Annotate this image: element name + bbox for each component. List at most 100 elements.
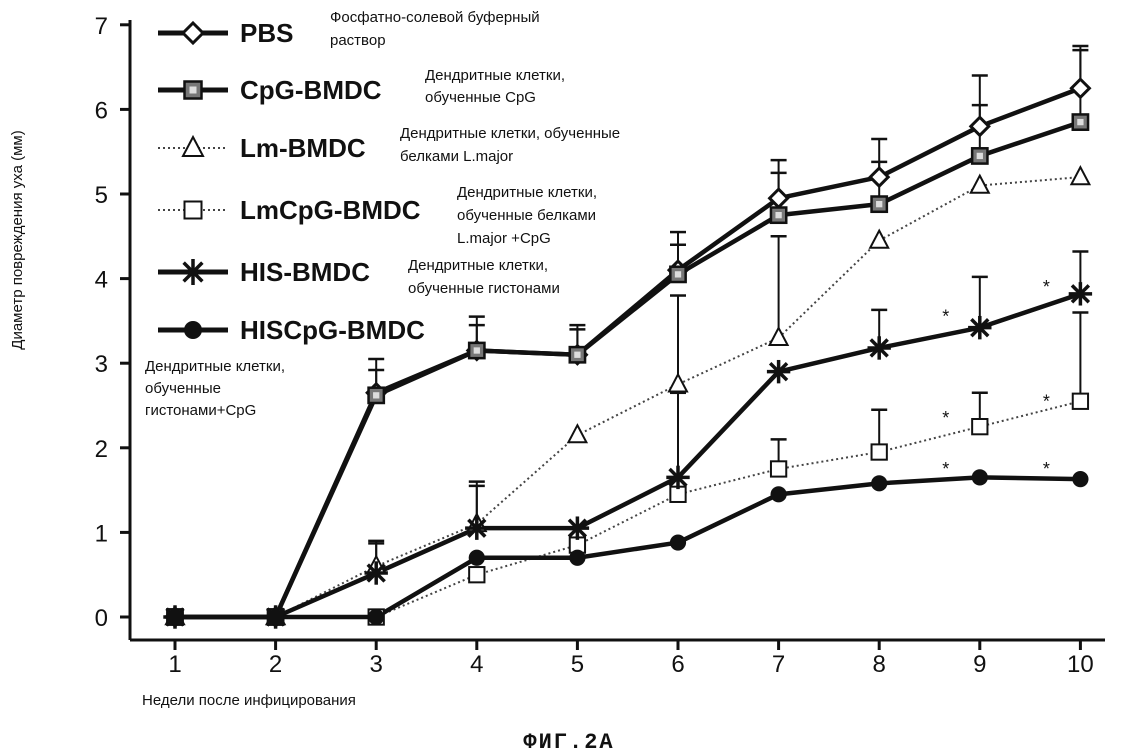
y-tick-label: 0 (95, 605, 108, 632)
data-point-hiscpg-bmdc (268, 609, 284, 625)
legend-label: HISCpG-BMDC (240, 315, 425, 345)
legend-description: раствор (330, 32, 386, 49)
legend-label: Lm-BMDC (240, 133, 366, 163)
x-tick-label: 9 (973, 651, 986, 678)
significance-asterisk: * (1043, 459, 1050, 479)
data-point-his-bmdc (666, 466, 689, 489)
data-point-cpg-bmdc (469, 343, 484, 358)
data-point-his-bmdc (465, 516, 488, 539)
x-tick-label: 6 (671, 651, 684, 678)
y-tick-label: 3 (95, 351, 108, 378)
legend-item-pbs: PBS Фосфатно-солевой буферный раствор (158, 9, 540, 49)
legend-marker (185, 82, 202, 99)
data-point-hiscpg-bmdc (670, 534, 686, 550)
data-point-his-bmdc (566, 516, 589, 539)
figure-caption: ФИГ.2A (523, 730, 614, 755)
data-point-hiscpg-bmdc (972, 469, 988, 485)
x-tick-label: 2 (269, 651, 282, 678)
x-tick-label: 10 (1067, 651, 1094, 678)
legend-item-cpg-bmdc: CpG-BMDC Дендритные клетки, обученные CpG (158, 67, 565, 106)
y-tick-label: 2 (95, 436, 108, 463)
x-tick-label: 7 (772, 651, 785, 678)
data-point-his-bmdc (365, 561, 388, 584)
data-point-cpg-bmdc (1073, 114, 1088, 129)
legend-description: Фосфатно-солевой буферный (330, 9, 540, 26)
data-point-his-bmdc (1069, 282, 1092, 305)
legend-description: гистонами+CpG (145, 402, 256, 419)
legend-item-lmcpg-bmdc: LmCpG-BMDC Дендритные клетки, обученные бе… (158, 184, 597, 247)
data-point-hiscpg-bmdc (167, 609, 183, 625)
legend: PBS Фосфатно-солевой буферный раствор CpG-B… (145, 9, 620, 419)
data-point-lmcpg-bmdc (771, 461, 786, 476)
legend-marker (183, 137, 203, 156)
error-bar (670, 393, 686, 478)
y-axis-ticks: 01234567 (95, 13, 130, 632)
significance-asterisk: * (942, 307, 949, 327)
legend-item-his-bmdc: HIS-BMDC Дендритные клетки, обученные гист… (158, 257, 560, 297)
data-point-his-bmdc (868, 336, 891, 359)
legend-description: обученные CpG (425, 89, 536, 106)
y-tick-label: 6 (95, 97, 108, 124)
significance-asterisk: * (1043, 277, 1050, 297)
y-tick-label: 5 (95, 182, 108, 209)
data-point-cpg-bmdc (771, 208, 786, 223)
data-point-lm-bmdc (669, 374, 687, 391)
x-tick-label: 5 (571, 651, 584, 678)
data-point-hiscpg-bmdc (469, 550, 485, 566)
data-point-lm-bmdc (1071, 167, 1089, 184)
significance-asterisk: * (1043, 391, 1050, 411)
series-line-hiscpg-bmdc (175, 477, 1080, 617)
legend-label: LmCpG-BMDC (240, 195, 421, 225)
data-point-hiscpg-bmdc (871, 475, 887, 491)
legend-description: Дендритные клетки, обученные (400, 125, 620, 142)
data-point-pbs (971, 117, 989, 135)
data-point-lmcpg-bmdc (972, 419, 987, 434)
legend-label: PBS (240, 18, 293, 48)
data-point-lmcpg-bmdc (1073, 394, 1088, 409)
y-tick-label: 1 (95, 520, 108, 547)
legend-marker (180, 259, 206, 285)
legend-description: Дендритные клетки, (457, 184, 597, 201)
data-point-lmcpg-bmdc (872, 444, 887, 459)
error-bar (670, 296, 686, 385)
data-point-hiscpg-bmdc (569, 550, 585, 566)
data-point-cpg-bmdc (670, 267, 685, 282)
legend-item-lm-bmdc: Lm-BMDCДендритные клетки, обученныебелка… (158, 125, 620, 165)
legend-description: L.major +CpG (457, 230, 551, 247)
x-tick-label: 4 (470, 651, 483, 678)
error-bar (771, 236, 787, 338)
data-point-cpg-bmdc (972, 148, 987, 163)
significance-asterisk: * (942, 408, 949, 428)
data-point-pbs (1071, 79, 1089, 97)
x-tick-label: 3 (370, 651, 383, 678)
legend-description: Дендритные клетки, (145, 358, 285, 375)
data-point-cpg-bmdc (570, 347, 585, 362)
data-point-hiscpg-bmdc (368, 609, 384, 625)
legend-label: HIS-BMDC (240, 257, 370, 287)
x-axis-ticks: 1 2 3 4 5 6 7 8 9 10 (168, 640, 1093, 678)
data-point-cpg-bmdc (872, 197, 887, 212)
legend-description: Дендритные клетки, (408, 257, 548, 274)
significance-asterisk: * (942, 459, 949, 479)
x-tick-label: 1 (168, 651, 181, 678)
x-tick-label: 8 (873, 651, 886, 678)
legend-description: обученные белками (457, 207, 596, 224)
data-point-pbs (870, 168, 888, 186)
data-point-lmcpg-bmdc (469, 567, 484, 582)
legend-marker (183, 23, 203, 43)
legend-description: Дендритные клетки, (425, 67, 565, 84)
data-point-hiscpg-bmdc (1072, 471, 1088, 487)
y-axis-label: Диаметр повреждения уха (мм) (9, 130, 26, 349)
legend-label: CpG-BMDC (240, 75, 382, 105)
legend-description: обученные гистонами (408, 280, 560, 297)
data-point-lm-bmdc (568, 425, 586, 442)
series-lines (175, 88, 1080, 617)
series-line-lmcpg-bmdc (175, 401, 1080, 617)
legend-marker (184, 321, 202, 339)
data-point-his-bmdc (968, 316, 991, 339)
data-point-hiscpg-bmdc (771, 486, 787, 502)
data-point-his-bmdc (767, 360, 790, 383)
legend-description: обученные (145, 380, 221, 397)
data-point-lm-bmdc (870, 231, 888, 248)
